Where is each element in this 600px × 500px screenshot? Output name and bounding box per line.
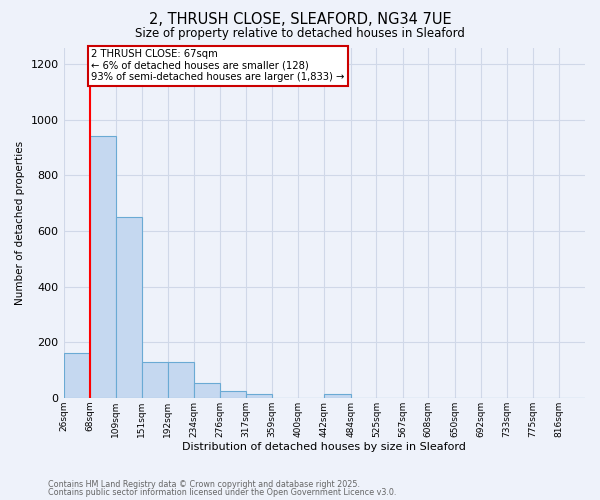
- X-axis label: Distribution of detached houses by size in Sleaford: Distribution of detached houses by size …: [182, 442, 466, 452]
- Bar: [90, 136, 116, 398]
- Text: Size of property relative to detached houses in Sleaford: Size of property relative to detached ho…: [135, 28, 465, 40]
- Bar: [246, 394, 272, 398]
- Text: 2 THRUSH CLOSE: 67sqm
← 6% of detached houses are smaller (128)
93% of semi-deta: 2 THRUSH CLOSE: 67sqm ← 6% of detached h…: [91, 50, 344, 82]
- Bar: [116, 217, 142, 398]
- Bar: [324, 394, 350, 398]
- Bar: [220, 391, 246, 398]
- Bar: [64, 354, 90, 398]
- Bar: [142, 362, 167, 398]
- Bar: [194, 382, 220, 398]
- Bar: [167, 362, 194, 398]
- Text: Contains HM Land Registry data © Crown copyright and database right 2025.: Contains HM Land Registry data © Crown c…: [48, 480, 360, 489]
- Text: 2, THRUSH CLOSE, SLEAFORD, NG34 7UE: 2, THRUSH CLOSE, SLEAFORD, NG34 7UE: [149, 12, 451, 28]
- Text: Contains public sector information licensed under the Open Government Licence v3: Contains public sector information licen…: [48, 488, 397, 497]
- Y-axis label: Number of detached properties: Number of detached properties: [15, 140, 25, 304]
